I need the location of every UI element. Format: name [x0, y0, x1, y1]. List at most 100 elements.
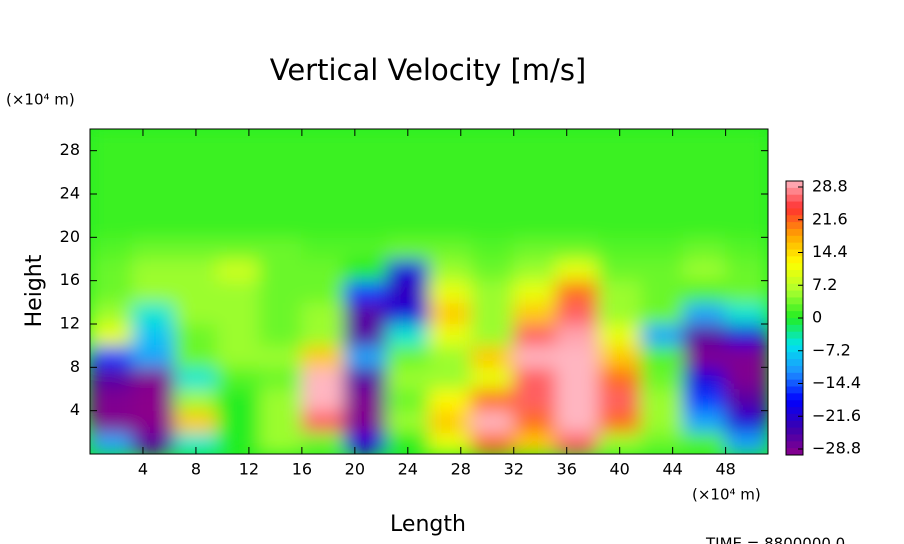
heatmap-cell: [555, 280, 599, 303]
heatmap-cell: [598, 388, 642, 412]
heatmap-cell: [90, 323, 133, 347]
plot-frame: [89, 128, 769, 455]
heatmap-cell: [259, 280, 303, 303]
heatmap-cell: [343, 301, 388, 325]
colorbar-segment: [786, 201, 803, 209]
heatmap-cell: [386, 345, 430, 368]
heatmap-cell: [259, 431, 303, 454]
heatmap-cell: [301, 280, 345, 303]
heatmap-cell: [598, 280, 642, 303]
heatmap-cell: [90, 301, 133, 325]
heatmap-cell: [386, 388, 430, 412]
heatmap-cell: [386, 410, 430, 433]
heatmap-cell: [598, 193, 642, 217]
heatmap-cell: [598, 410, 642, 433]
heatmap-cell: [555, 345, 599, 368]
heatmap-cell: [682, 388, 727, 412]
heatmap-cell: [513, 410, 557, 433]
heatmap-cell: [90, 215, 133, 238]
x-tick-label: 36: [557, 460, 577, 479]
heatmap-cell: [513, 366, 557, 390]
heatmap-cell: [682, 171, 727, 195]
heatmap-cell: [90, 258, 133, 282]
colorbar-segment: [786, 290, 803, 298]
heatmap-cell: [343, 215, 388, 238]
heatmap-cell: [301, 150, 345, 173]
colorbar-tick-label: 28.8: [812, 177, 848, 196]
heatmap-cell: [386, 171, 430, 195]
heatmap-cell: [428, 129, 472, 152]
heatmap-cell: [513, 258, 557, 282]
colorbar-segment: [786, 228, 803, 237]
heatmap-cell: [513, 388, 557, 412]
colorbar-segment: [786, 365, 803, 374]
colorbar-tick-label: −14.4: [812, 373, 861, 392]
x-tick-label: 40: [610, 460, 630, 479]
heatmap-cell: [301, 215, 345, 238]
heatmap-cell: [725, 129, 768, 152]
heatmap-cell: [259, 388, 303, 412]
heatmap-cell: [725, 388, 768, 412]
heatmap-cell: [555, 215, 599, 238]
heatmap-cell: [428, 323, 472, 347]
heatmap-cell: [386, 193, 430, 217]
colorbar-tick-label: −28.8: [812, 439, 861, 458]
heatmap-cell: [470, 171, 515, 195]
x-tick-label: 20: [345, 460, 365, 479]
heatmap-cell: [90, 410, 133, 433]
colorbar-segment: [786, 338, 803, 346]
heatmap-cell: [343, 366, 388, 390]
x-axis-label: Length: [390, 512, 466, 537]
heatmap-cell: [131, 280, 176, 303]
colorbar-tick-label: 7.2: [812, 275, 837, 294]
colorbar-segment: [786, 413, 803, 422]
heatmap-cell: [513, 150, 557, 173]
heatmap-cell: [131, 410, 176, 433]
heatmap-cell: [90, 345, 133, 368]
colorbar-segment: [786, 393, 803, 401]
colorbar-segment: [786, 215, 803, 223]
y-tick-label: 12: [60, 314, 80, 333]
x-tick-label: 44: [662, 460, 682, 479]
heatmap-cell: [343, 236, 388, 260]
heatmap-cell: [682, 258, 727, 282]
heatmap-cell: [174, 258, 218, 282]
x-unit: (×10⁴ m): [692, 486, 761, 504]
heatmap-cell: [725, 301, 768, 325]
heatmap-cell: [386, 236, 430, 260]
heatmap-cell: [174, 150, 218, 173]
heatmap-cell: [640, 388, 684, 412]
heatmap-cell: [216, 301, 260, 325]
colorbar-segment: [786, 283, 803, 292]
colorbar-tick-label: 21.6: [812, 209, 848, 228]
colorbar-segment: [786, 249, 803, 257]
heatmap-cell: [470, 431, 515, 454]
heatmap-cell: [216, 366, 260, 390]
colorbar-segment: [786, 256, 803, 264]
heatmap-cell: [725, 431, 768, 454]
heatmap-cell: [555, 129, 599, 152]
heatmap-cell: [470, 410, 515, 433]
heatmap-cell: [513, 345, 557, 368]
x-tick-label: 48: [715, 460, 735, 479]
heatmap-cell: [386, 431, 430, 454]
colorbar-tick-label: −21.6: [812, 406, 861, 425]
heatmap-cell: [216, 323, 260, 347]
colorbar-segment: [786, 194, 803, 203]
heatmap-cell: [174, 236, 218, 260]
heatmap-cell: [131, 388, 176, 412]
colorbar-segment: [786, 324, 803, 333]
heatmap-cell: [682, 280, 727, 303]
heatmap-cell: [470, 258, 515, 282]
heatmap-cell: [174, 301, 218, 325]
heatmap-cell: [343, 150, 388, 173]
heatmap-cell: [555, 258, 599, 282]
colorbar-tick-label: −7.2: [812, 340, 851, 359]
heatmap-cell: [343, 323, 388, 347]
colorbar-segment: [786, 311, 803, 319]
heatmap-cell: [682, 215, 727, 238]
heatmap-cell: [343, 345, 388, 368]
x-tick-label: 16: [292, 460, 312, 479]
colorbar-segment: [786, 318, 803, 326]
heatmap-cell: [131, 258, 176, 282]
